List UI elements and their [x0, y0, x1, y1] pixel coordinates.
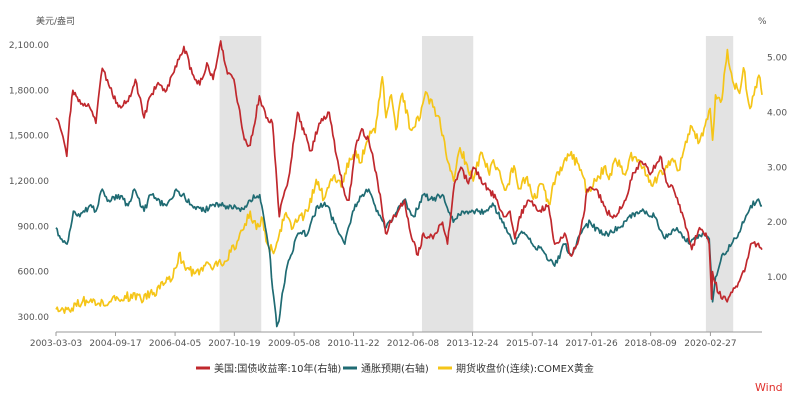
right-tick-label: 4.00: [767, 108, 787, 118]
right-tick-label: 2.00: [767, 218, 787, 228]
left-tick-label: 2,100.00: [9, 41, 49, 51]
left-axis-ticks: 300.00 600.00 900.00 1,200.00 1,500.00 1,800.…: [9, 41, 49, 323]
x-tick-label: 2020-02-27: [684, 339, 736, 349]
series-line-3: [55, 48, 763, 314]
left-tick-label: 600.00: [18, 268, 50, 278]
x-tick-label: 2017-01-26: [565, 339, 618, 349]
x-tick-label: 2018-08-09: [624, 339, 677, 349]
x-tick-label: 2013-12-24: [446, 339, 499, 349]
legend-item-2: 通胀预期(右轴): [343, 362, 429, 375]
right-axis-ticks: 1.00 2.00 3.00 4.00 5.00: [767, 53, 787, 283]
left-tick-label: 300.00: [18, 313, 50, 323]
shaded-period-1: [219, 36, 262, 332]
source-label: Wind: [755, 381, 783, 394]
right-unit-label: %: [758, 17, 767, 27]
x-tick-label: 2010-11-22: [327, 339, 379, 349]
legend-label: 美国:国债收益率:10年(右轴): [214, 362, 341, 375]
x-axis-ticks: 2003-03-03 2004-09-17 2006-04-05 2007-10-19…: [30, 332, 737, 349]
x-tick-label: 2003-03-03: [30, 339, 82, 349]
legend-item-1: 美国:国债收益率:10年(右轴): [196, 362, 341, 375]
shaded-period-3: [705, 36, 734, 332]
x-tick-label: 2009-05-08: [268, 339, 321, 349]
series-line-1: [55, 40, 763, 303]
right-tick-label: 5.00: [767, 53, 787, 63]
series-line-2: [55, 188, 763, 328]
left-tick-label: 1,500.00: [9, 132, 49, 142]
x-tick-label: 2012-06-08: [387, 339, 440, 349]
left-tick-label: 1,800.00: [9, 86, 49, 96]
legend-item-3: 期货收盘价(连续):COMEX黄金: [438, 362, 594, 375]
shaded-period-2: [421, 36, 474, 332]
legend-label: 期货收盘价(连续):COMEX黄金: [456, 362, 594, 375]
x-tick-label: 2006-04-05: [149, 339, 201, 349]
right-tick-label: 1.00: [767, 273, 787, 283]
shaded-periods: [219, 36, 734, 332]
x-tick-label: 2007-10-19: [208, 339, 261, 349]
left-unit-label: 美元/盎司: [36, 15, 75, 27]
x-tick-label: 2004-09-17: [89, 339, 141, 349]
series-lines: [55, 40, 763, 328]
right-tick-label: 3.00: [767, 163, 787, 173]
legend-label: 通胀预期(右轴): [361, 362, 429, 375]
left-tick-label: 1,200.00: [9, 177, 49, 187]
x-tick-label: 2015-07-14: [506, 339, 559, 349]
legend: 美国:国债收益率:10年(右轴) 通胀预期(右轴) 期货收盘价(连续):COMEX黄…: [196, 362, 594, 375]
left-tick-label: 900.00: [18, 222, 50, 232]
